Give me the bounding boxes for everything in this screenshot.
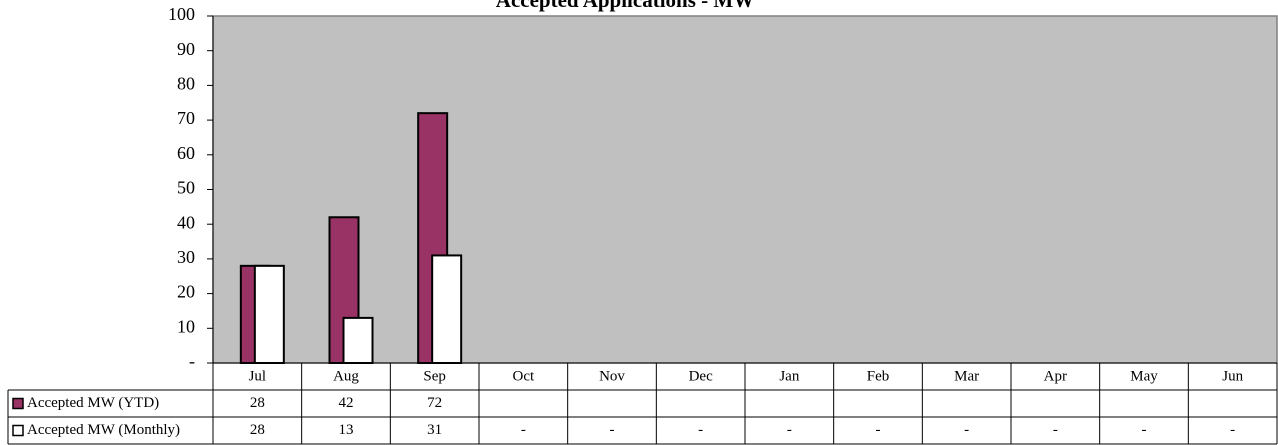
table-value: -	[787, 422, 792, 438]
table-value: 13	[339, 422, 354, 438]
legend-label: Accepted MW (YTD)	[27, 395, 159, 411]
y-tick-label: 100	[168, 4, 195, 24]
bar	[342, 316, 374, 365]
bar	[431, 254, 463, 364]
plot-area	[212, 15, 1278, 364]
table-value: 28	[250, 395, 265, 411]
y-tick-label: 90	[177, 39, 195, 59]
x-tick-label: Oct	[512, 368, 534, 384]
table-value: -	[876, 422, 881, 438]
x-tick-label: Jan	[779, 368, 799, 384]
x-tick-label: Aug	[333, 368, 359, 384]
bar	[253, 264, 285, 364]
y-tick-label: 40	[177, 212, 195, 232]
y-tick-label: 80	[177, 74, 195, 94]
x-tick-label: Feb	[867, 368, 890, 384]
legend-key	[12, 397, 24, 410]
x-tick-label: Jun	[1222, 368, 1243, 384]
y-tick-label: 20	[177, 282, 195, 302]
table-value: -	[521, 422, 526, 438]
table-value: -	[964, 422, 969, 438]
y-tick-label: 10	[177, 316, 195, 336]
table-value: -	[610, 422, 615, 438]
y-tick-label: 30	[177, 247, 195, 267]
table-value: -	[1230, 422, 1235, 438]
table-value: -	[1053, 422, 1058, 438]
y-tick-label: -	[189, 351, 195, 371]
table-value: 42	[339, 395, 354, 411]
x-tick-label: Apr	[1044, 368, 1067, 384]
table-value: 28	[250, 422, 265, 438]
x-tick-label: Nov	[599, 368, 625, 384]
y-tick-label: 50	[177, 178, 195, 198]
x-tick-label: Jul	[249, 368, 267, 384]
x-tick-label: Sep	[423, 368, 446, 384]
table-value: -	[698, 422, 703, 438]
table-value: 31	[427, 422, 442, 438]
table-value: 72	[427, 395, 442, 411]
x-tick-label: Dec	[689, 368, 713, 384]
x-tick-label: May	[1130, 368, 1158, 384]
x-tick-label: Mar	[954, 368, 979, 384]
y-tick-label: 70	[177, 108, 195, 128]
y-tick-label: 60	[177, 143, 195, 163]
legend-key	[12, 424, 24, 437]
legend-label: Accepted MW (Monthly)	[27, 422, 180, 438]
table-value: -	[1142, 422, 1147, 438]
chart-title: Accepted Applications - MW	[496, 0, 754, 12]
